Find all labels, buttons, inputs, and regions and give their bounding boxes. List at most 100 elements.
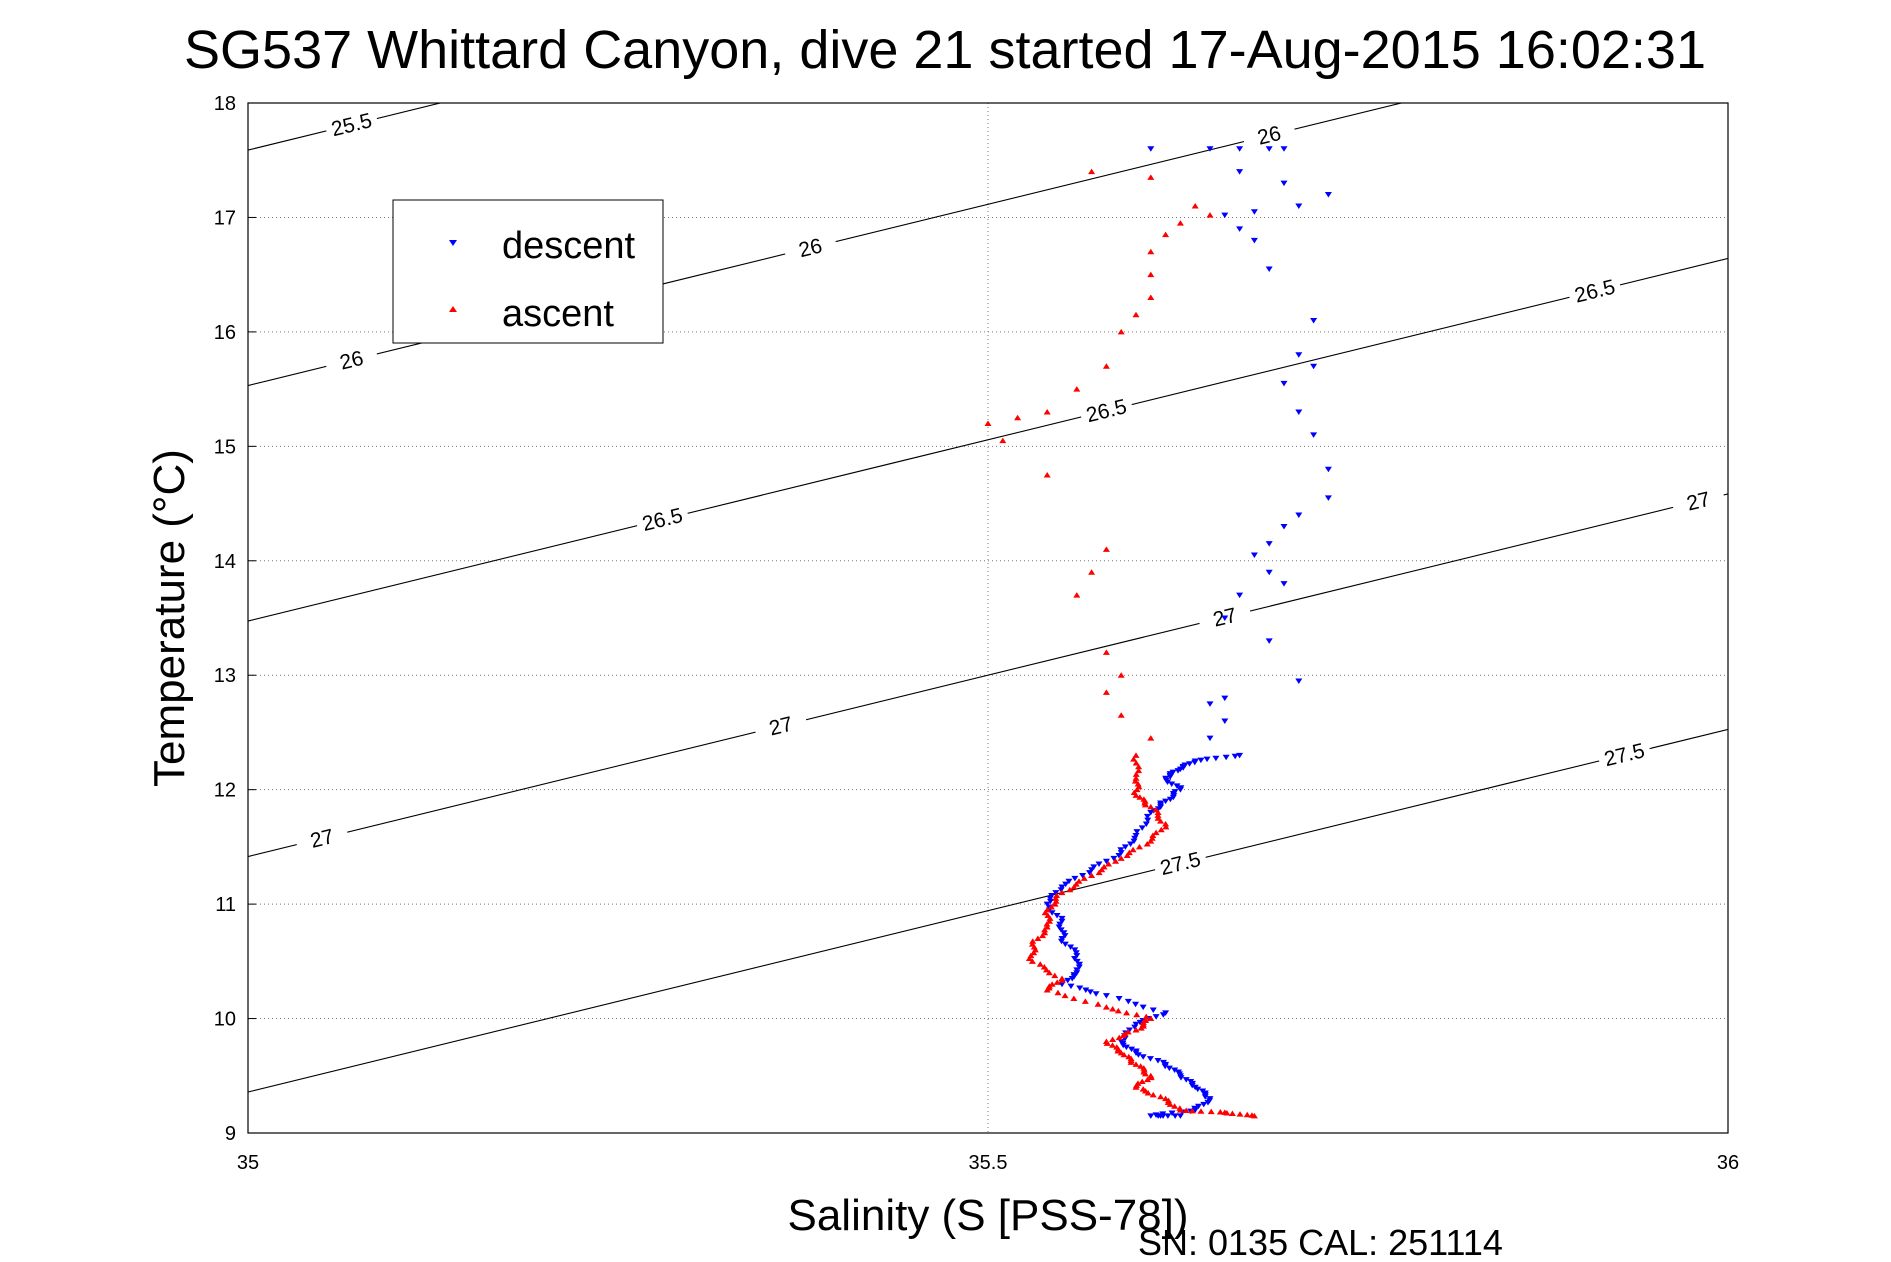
ascent-point bbox=[1182, 1107, 1190, 1113]
ascent-point bbox=[1109, 1006, 1117, 1012]
descent-point bbox=[1221, 615, 1229, 621]
y-tick-label: 10 bbox=[214, 1009, 236, 1031]
descent-point bbox=[1206, 735, 1214, 742]
descent-point bbox=[1058, 915, 1066, 922]
ascent-point bbox=[1188, 1107, 1196, 1114]
ascent-point bbox=[1031, 946, 1039, 953]
contour-label-bg bbox=[1596, 735, 1653, 774]
ascent-point bbox=[1243, 1111, 1251, 1118]
descent-point bbox=[1124, 998, 1132, 1005]
descent-point bbox=[1072, 950, 1080, 956]
ascent-point bbox=[1140, 1065, 1148, 1071]
descent-point bbox=[1139, 1054, 1147, 1060]
ascent-point bbox=[1157, 826, 1165, 833]
ascent-point bbox=[1125, 1053, 1133, 1060]
contour-label-bg bbox=[634, 500, 691, 539]
ascent-point bbox=[1162, 821, 1170, 827]
ascent-point bbox=[1135, 783, 1143, 790]
descent-point bbox=[1043, 901, 1051, 908]
descent-point bbox=[1182, 1077, 1190, 1083]
contour-label: 26 bbox=[1255, 122, 1283, 150]
descent-point bbox=[1092, 991, 1100, 997]
descent-point bbox=[1324, 466, 1332, 473]
descent-point bbox=[1127, 841, 1135, 848]
ascent-point bbox=[1123, 1009, 1131, 1016]
descent-point bbox=[1295, 352, 1303, 358]
descent-point bbox=[1119, 1042, 1127, 1049]
contour-label-bg bbox=[782, 228, 839, 267]
contour-label: 26 bbox=[338, 347, 366, 375]
ascent-point bbox=[1048, 981, 1056, 987]
descent-point bbox=[1221, 695, 1229, 702]
descent-point bbox=[1236, 226, 1244, 232]
ascent-point bbox=[1136, 794, 1144, 800]
ascent-point bbox=[1154, 812, 1162, 818]
ascent-point bbox=[1109, 1036, 1117, 1043]
descent-point bbox=[1324, 192, 1332, 198]
descent-point bbox=[1131, 835, 1139, 842]
descent-point bbox=[1152, 1014, 1160, 1020]
ascent-point bbox=[1053, 979, 1061, 985]
descent-point bbox=[1169, 769, 1177, 776]
descent-point bbox=[1102, 993, 1110, 999]
ascent-point bbox=[1140, 796, 1148, 802]
legend-marker-descent bbox=[449, 240, 457, 246]
y-tick-label: 18 bbox=[214, 93, 236, 115]
descent-point bbox=[1046, 895, 1054, 902]
legend-label-descent: descent bbox=[502, 225, 636, 267]
descent-point bbox=[1168, 1110, 1176, 1116]
ascent-point bbox=[999, 437, 1007, 444]
ascent-point bbox=[1088, 168, 1096, 175]
ascent-point bbox=[1088, 872, 1096, 878]
descent-point bbox=[1071, 955, 1079, 962]
descent-point bbox=[1149, 1007, 1157, 1013]
ascent-point bbox=[1142, 1013, 1150, 1020]
ascent-point bbox=[1147, 174, 1155, 180]
ascent-point bbox=[1147, 735, 1155, 741]
descent-point bbox=[1250, 237, 1258, 244]
descent-point bbox=[1133, 829, 1141, 835]
ascent-point bbox=[1236, 1111, 1244, 1117]
descent-point bbox=[1295, 203, 1303, 209]
ascent-point bbox=[1051, 901, 1059, 907]
ascent-point bbox=[1130, 756, 1138, 762]
ascent-point bbox=[1143, 841, 1151, 847]
ascent-point bbox=[1040, 964, 1048, 970]
ascent-point bbox=[1053, 892, 1061, 899]
y-tick-label: 14 bbox=[214, 551, 236, 573]
descent-point bbox=[1052, 890, 1060, 896]
contour-label-bg bbox=[293, 819, 351, 858]
ascent-point bbox=[1029, 938, 1037, 944]
ascent-point bbox=[1117, 672, 1125, 678]
descent-point bbox=[1053, 913, 1061, 919]
descent-point bbox=[1056, 921, 1064, 928]
descent-point bbox=[1164, 779, 1172, 786]
ascent-point bbox=[1054, 989, 1062, 996]
contour-label-bg bbox=[752, 707, 810, 745]
descent-point bbox=[1067, 944, 1075, 951]
ascent-point bbox=[1044, 912, 1052, 919]
ascent-point bbox=[1132, 771, 1140, 777]
descent-point bbox=[1310, 363, 1318, 370]
contour-label: 27 bbox=[1684, 488, 1712, 516]
descent-point bbox=[1154, 1058, 1162, 1064]
descent-point bbox=[1162, 798, 1170, 805]
ascent-point bbox=[1152, 806, 1160, 813]
ascent-point bbox=[1135, 767, 1143, 774]
descent-point bbox=[1073, 953, 1081, 959]
descent-point bbox=[1071, 947, 1079, 953]
ascent-point bbox=[1046, 915, 1054, 921]
descent-point bbox=[1110, 855, 1118, 862]
descent-point bbox=[1250, 209, 1258, 215]
y-tick-label: 17 bbox=[214, 207, 236, 229]
ascent-point bbox=[1135, 763, 1143, 770]
ascent-point bbox=[1147, 838, 1155, 844]
ascent-point bbox=[1075, 878, 1083, 884]
descent-point bbox=[1060, 930, 1068, 936]
ascent-point bbox=[1134, 780, 1142, 787]
descent-point bbox=[1166, 774, 1174, 780]
descent-point bbox=[1201, 1094, 1209, 1100]
descent-point bbox=[1075, 964, 1083, 971]
x-tick-label: 35.5 bbox=[969, 1152, 1008, 1174]
descent-point bbox=[1206, 701, 1214, 707]
